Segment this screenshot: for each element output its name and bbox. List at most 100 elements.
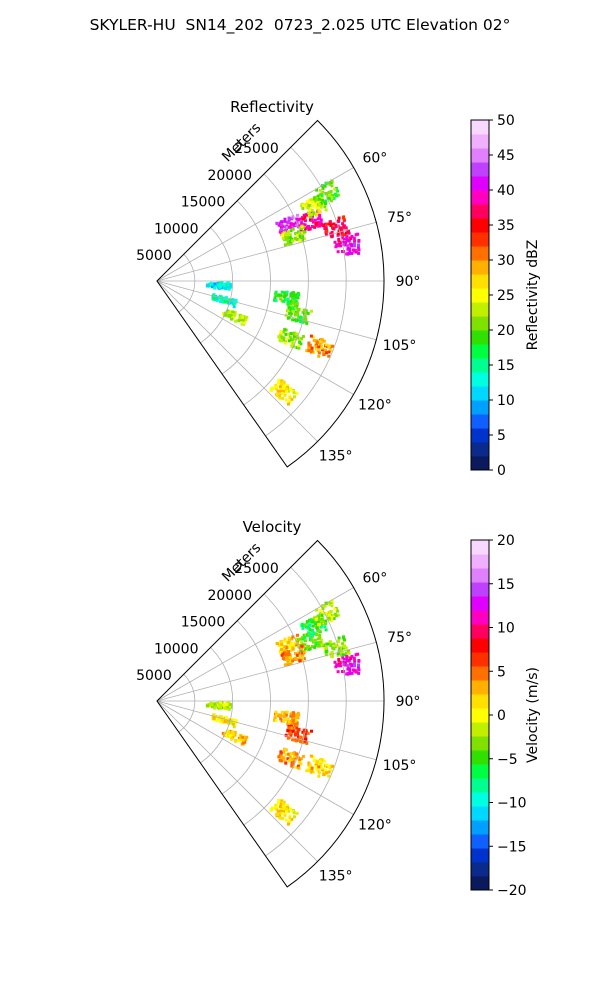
echo-pixel [289, 299, 293, 303]
echo-pixel [239, 314, 243, 318]
echo-pixel [281, 810, 285, 814]
echo-pixel [341, 243, 345, 246]
echo-pixel [290, 217, 294, 221]
echo-pixel [222, 283, 226, 287]
echo-pixel [309, 635, 313, 639]
echo-pixel [335, 614, 338, 618]
echo-pixel [354, 233, 358, 237]
echo-pixel [324, 622, 327, 626]
echo-pixel [356, 245, 360, 249]
echo-pixel [340, 648, 344, 652]
echo-pixel [280, 220, 284, 224]
echo-pixel [219, 715, 223, 719]
echo-pixel [347, 252, 351, 255]
echo-pixel [309, 215, 313, 219]
echo-pixel [205, 284, 209, 288]
echo-pixel [219, 281, 222, 285]
echo-pixel [334, 643, 338, 647]
echo-pixel [289, 662, 293, 666]
echo-pixel [298, 316, 302, 320]
echo-pixel [231, 302, 235, 306]
echo-pixel [320, 348, 324, 352]
echo-pixel [317, 351, 321, 355]
echo-pixel [212, 713, 216, 717]
echo-pixel [316, 637, 320, 641]
echo-pixel [336, 250, 340, 254]
echo-pixel [287, 735, 291, 739]
azimuth-tick-label: 135° [319, 449, 353, 465]
echo-pixel [311, 220, 315, 224]
echo-pixel [279, 755, 283, 759]
echo-pixel [279, 387, 283, 391]
echo-pixel [280, 233, 284, 237]
echo-pixel [314, 641, 318, 645]
echo-pixel [320, 768, 324, 772]
echo-pixel [279, 335, 283, 339]
echo-pixel [329, 644, 333, 647]
echo-pixel [316, 194, 320, 198]
echo-pixel [324, 768, 327, 772]
panel-title: Velocity [243, 518, 302, 536]
echo-pixel [283, 711, 287, 715]
echo-pixel [341, 233, 345, 237]
echo-pixel [281, 388, 285, 392]
echo-pixel [224, 313, 227, 317]
echo-pixel [241, 738, 245, 742]
echo-pixel [324, 348, 327, 352]
colorbar-tick-label: −20 [497, 883, 527, 899]
range-ring [200, 227, 234, 344]
echo-pixel [305, 741, 309, 745]
echo-pixel [336, 653, 340, 657]
echo-pixel [329, 610, 333, 613]
radial-tick-label: 20000 [207, 168, 252, 184]
echo-pixel [234, 319, 238, 323]
echo-pixel [327, 350, 331, 354]
echo-pixel [223, 706, 227, 710]
echo-pixel [225, 705, 229, 709]
echo-pixel [287, 650, 291, 654]
echo-pixel [243, 740, 247, 744]
echo-pixel [337, 239, 341, 243]
echo-pixel [317, 200, 321, 204]
echo-pixel [316, 349, 320, 353]
colorbar-segment [471, 190, 489, 205]
radial-tick-label: 10000 [154, 641, 199, 657]
echo-pixel [311, 214, 314, 218]
echo-pixel [269, 808, 273, 812]
echo-pixel [291, 306, 295, 310]
echo-pixel [343, 218, 346, 222]
echo-pixel [212, 296, 216, 300]
colorbar-segment [471, 834, 489, 849]
echo-pixel [324, 226, 328, 230]
colorbar-segment [471, 316, 489, 331]
echo-pixel [288, 816, 292, 820]
echo-pixel [288, 645, 292, 649]
echo-pixel [276, 389, 280, 393]
echo-pixel [324, 763, 328, 767]
echo-pixel [318, 608, 322, 612]
azimuth-tick-label: 75° [387, 210, 412, 226]
echo-pixel [355, 668, 358, 672]
echo-pixel [296, 716, 300, 720]
echo-pixel [333, 192, 337, 196]
echo-pixel [302, 633, 306, 637]
echo-pixel [353, 661, 356, 665]
echo-pixel [322, 353, 326, 357]
echo-pixel [310, 638, 314, 642]
echo-pixel [220, 282, 224, 286]
echo-pixel [227, 719, 231, 723]
echo-pixel [233, 730, 237, 734]
echo-pixel [305, 349, 309, 353]
echo-pixel [319, 638, 323, 642]
echo-pixel [346, 239, 350, 243]
echo-pixel [333, 607, 337, 611]
echo-pixel [310, 645, 314, 648]
echo-pixel [322, 770, 326, 774]
echo-pixel [291, 757, 295, 761]
echo-pixel [232, 725, 236, 729]
azimuth-tick-label: 135° [319, 869, 353, 885]
colorbar-segment [471, 204, 489, 219]
echo-pixel [315, 633, 319, 636]
echo-pixel [297, 307, 301, 311]
echo-pixel [289, 728, 292, 732]
